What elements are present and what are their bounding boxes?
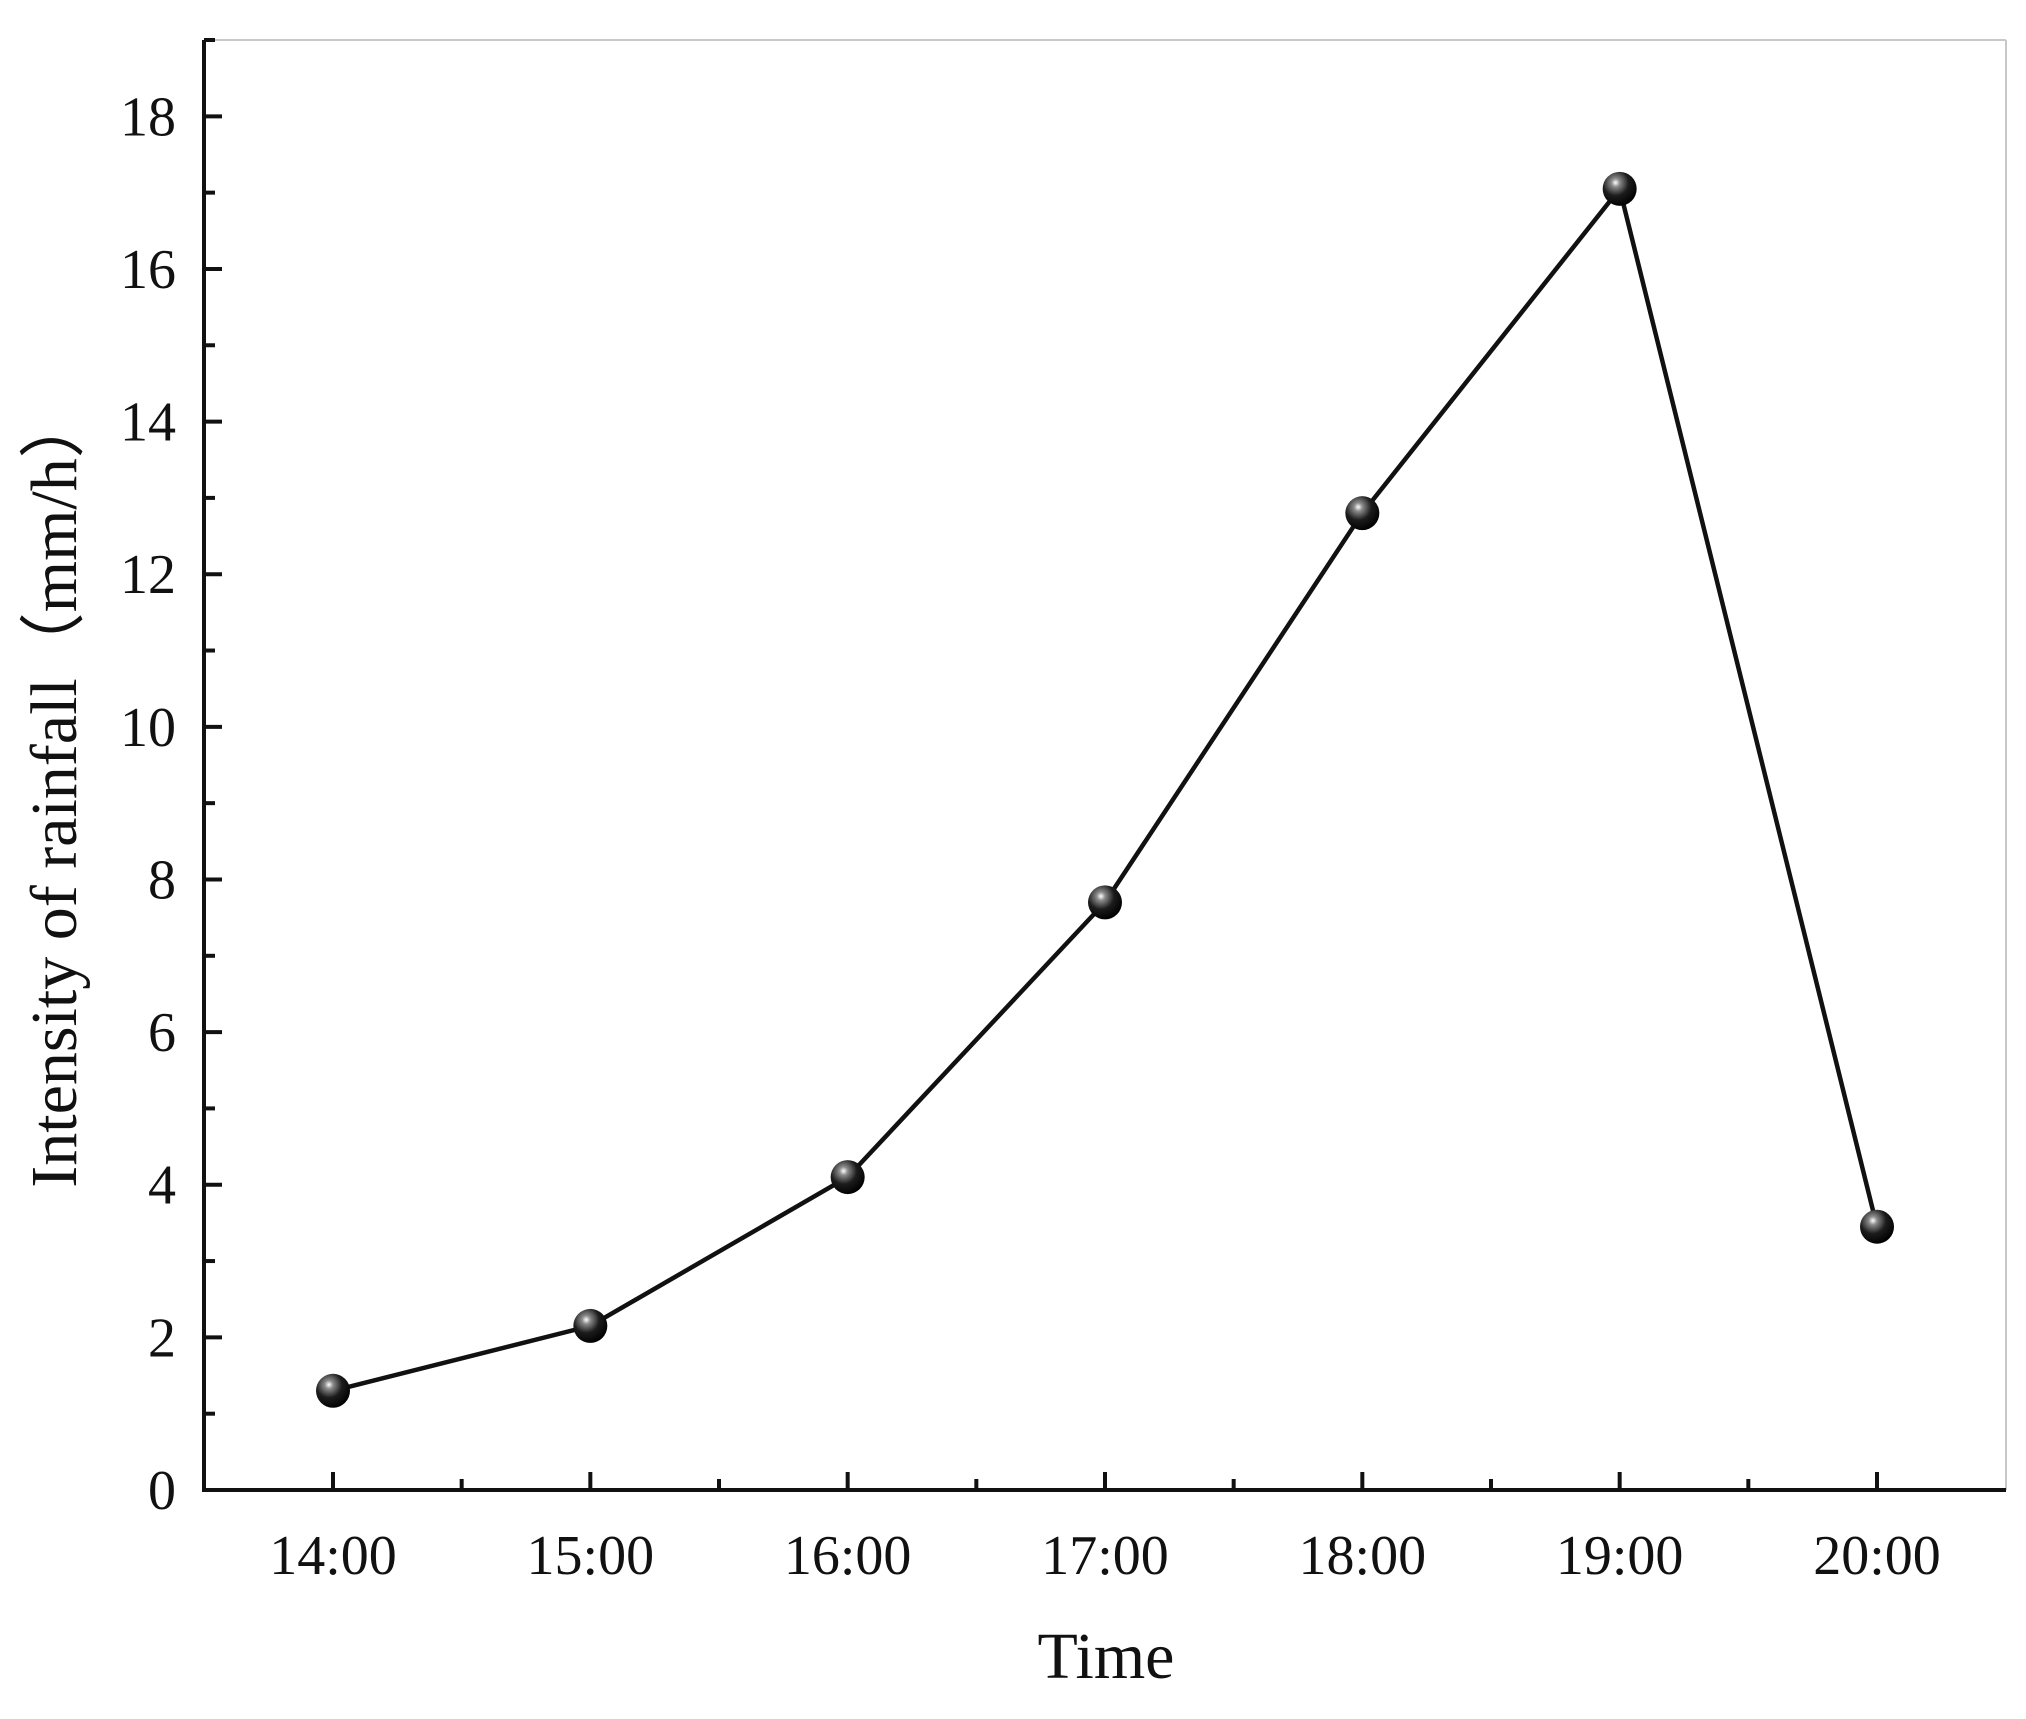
y-tick-label: 2 xyxy=(148,1307,176,1369)
data-point xyxy=(1860,1209,1894,1244)
x-tick-label: 18:00 xyxy=(1299,1525,1427,1587)
data-point xyxy=(1345,496,1380,531)
series-line xyxy=(332,183,1880,1393)
x-tick-label: 15:00 xyxy=(527,1525,655,1587)
series-layer xyxy=(332,183,1880,1393)
data-point xyxy=(573,1308,608,1343)
x-axis-title: Time xyxy=(1038,1620,1175,1693)
x-tick-label: 16:00 xyxy=(784,1525,912,1587)
x-tick-label: 19:00 xyxy=(1556,1525,1684,1587)
plot-frame xyxy=(202,39,2007,1492)
data-point xyxy=(830,1160,865,1195)
y-tick-label: 16 xyxy=(120,239,176,301)
x-tick-label: 14:00 xyxy=(269,1525,397,1587)
y-axis-title: Intensity of rainfall（mm/h） xyxy=(18,392,91,1188)
marker-layer xyxy=(316,171,1894,1408)
y-axis-ticks: 0 2 4 6 8 10 12 14 16 18 xyxy=(120,38,222,1522)
y-tick-label: 8 xyxy=(148,849,176,911)
y-tick-label: 6 xyxy=(148,1002,176,1064)
x-tick-label: 17:00 xyxy=(1041,1525,1169,1587)
data-point xyxy=(316,1373,350,1408)
data-point xyxy=(1602,171,1637,206)
x-axis-ticks: 14:00 15:00 16:00 17:00 18:00 19:00 20:00 xyxy=(269,1472,1941,1587)
data-point xyxy=(1088,885,1122,920)
y-tick-label: 12 xyxy=(120,544,176,606)
y-tick-label: 14 xyxy=(120,392,176,454)
y-tick-label: 4 xyxy=(148,1155,176,1217)
x-tick-label: 20:00 xyxy=(1813,1525,1941,1587)
y-tick-label: 0 xyxy=(148,1460,176,1522)
y-tick-label: 10 xyxy=(120,697,176,759)
y-tick-label: 18 xyxy=(120,86,176,148)
